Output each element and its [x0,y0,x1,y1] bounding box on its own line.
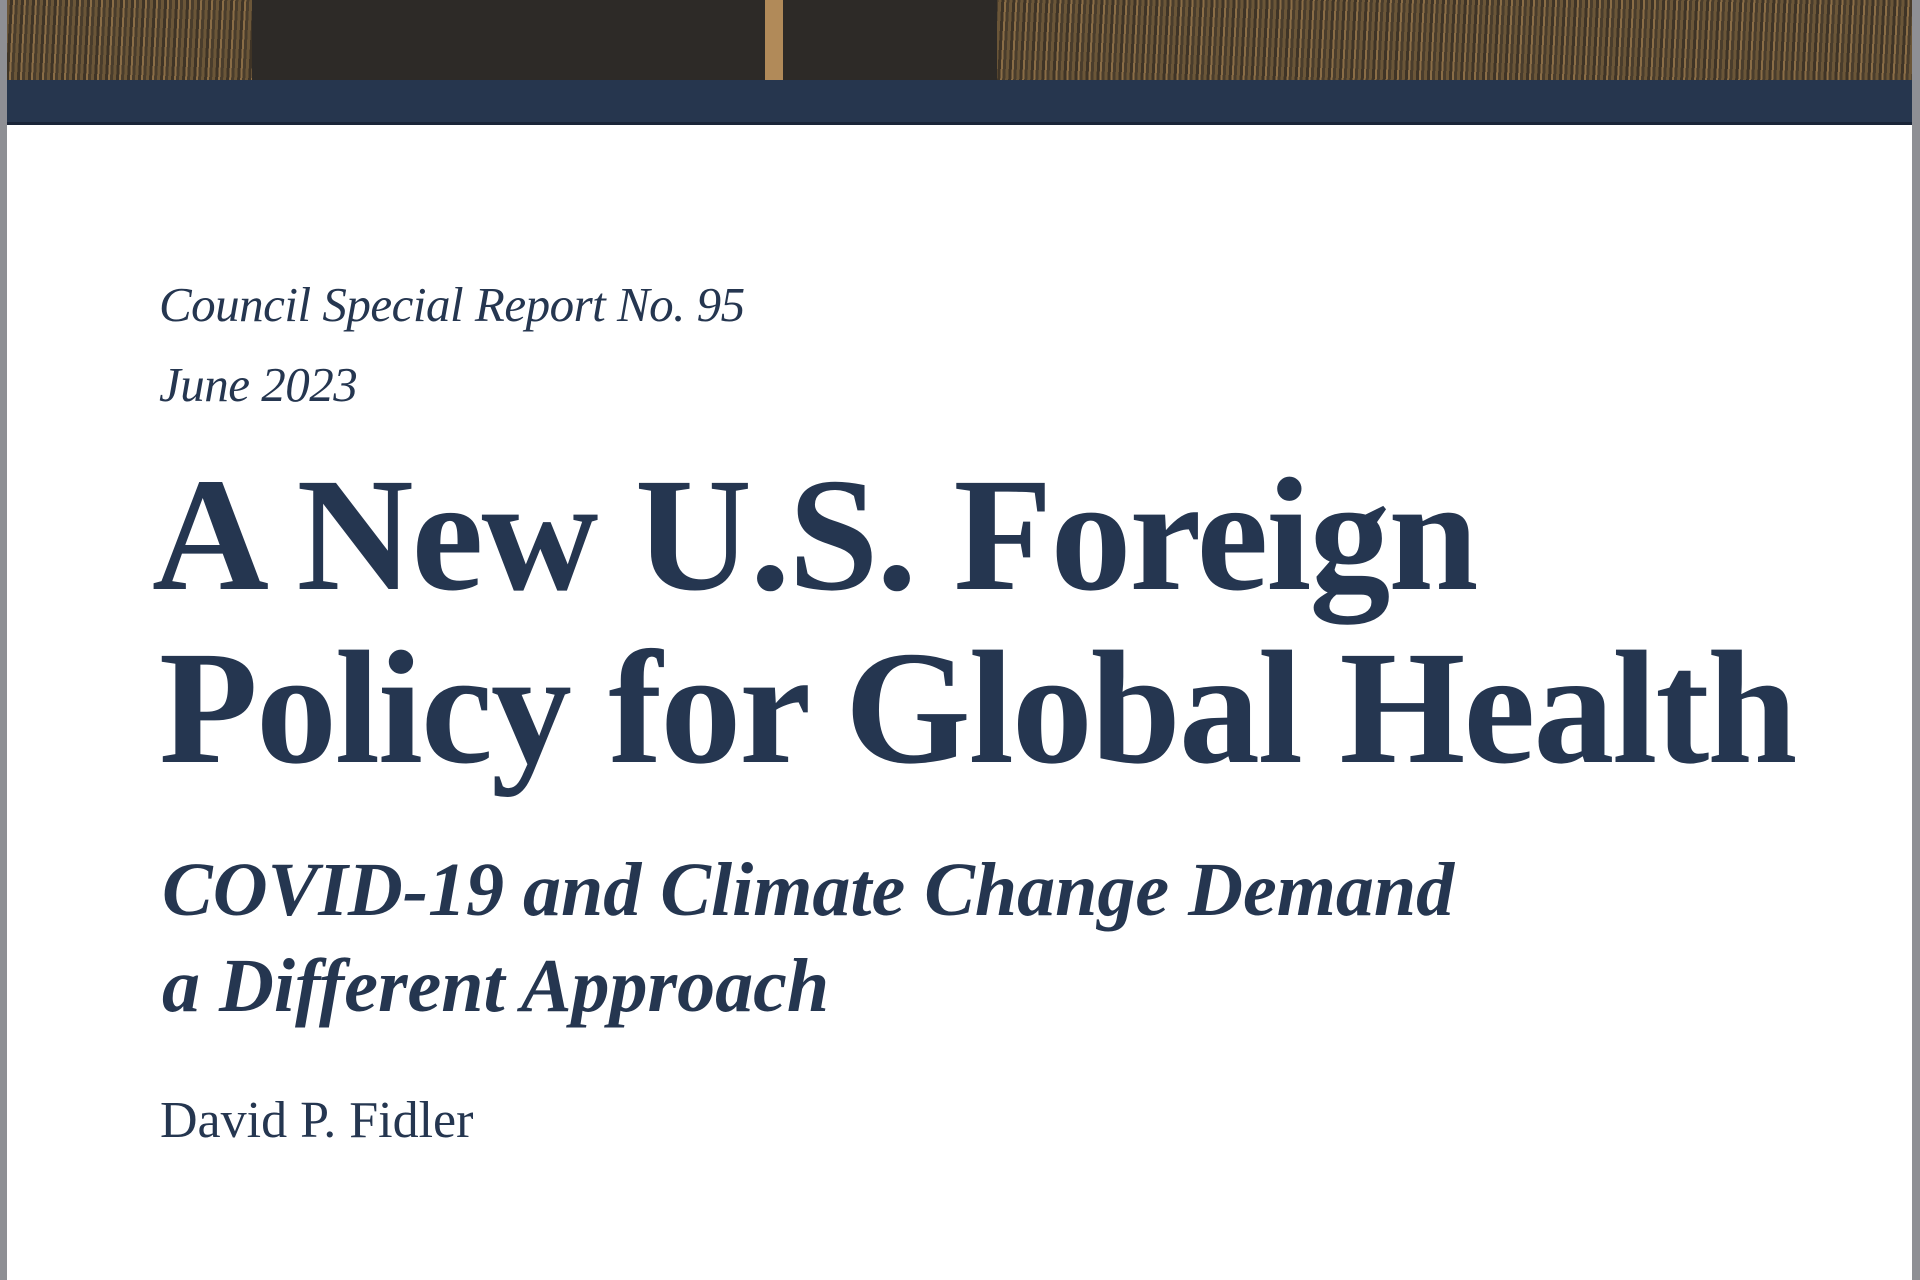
report-date: June 2023 [159,357,358,412]
title-line-1: A New U.S. Foreign [152,446,1478,625]
road-center-line [765,0,783,80]
author-name: David P. Fidler [160,1092,474,1149]
report-cover-page: Council Special Report No. 95 June 2023 … [7,0,1912,1280]
subtitle-line-1: COVID-19 and Climate Change Demand [162,848,1455,932]
title-line-2: Policy for Global Health [159,619,1797,798]
navy-header-band [7,80,1912,125]
road-surface [252,0,997,80]
report-series: Council Special Report No. 95 [159,277,745,332]
cover-photo-road [7,0,1912,80]
subtitle-line-2: a Different Approach [162,944,830,1028]
